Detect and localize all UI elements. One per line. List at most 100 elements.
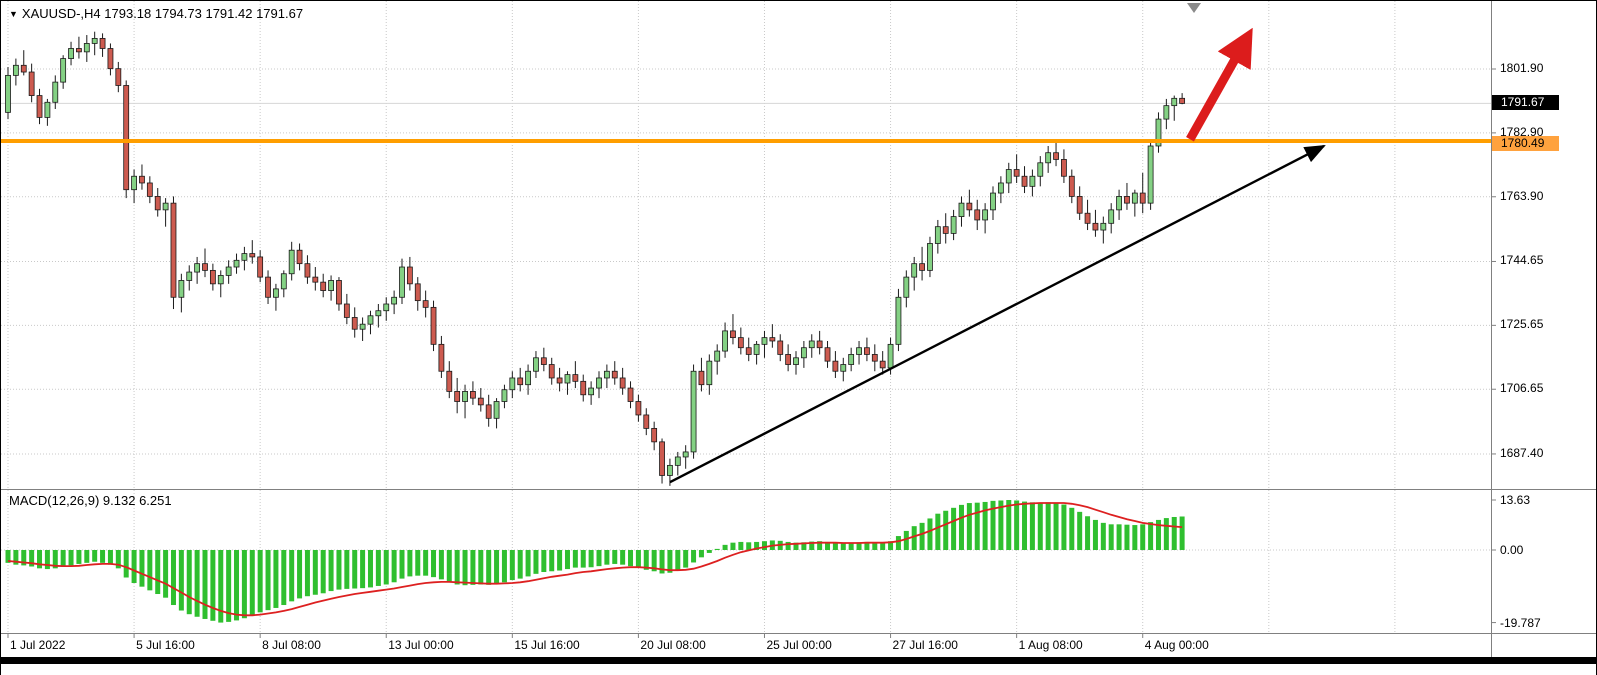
bull-candle: [714, 350, 721, 362]
bull-candle: [288, 249, 295, 275]
price-axis-label: 1687.40: [1500, 445, 1544, 460]
macd-bar: [1100, 522, 1106, 550]
macd-bar: [218, 550, 224, 623]
macd-bar: [604, 550, 610, 565]
bear-candle: [406, 266, 413, 285]
bear-candle: [919, 263, 925, 271]
bear-candle: [611, 370, 618, 379]
bull-candle: [194, 263, 201, 273]
bull-candle: [391, 296, 398, 305]
bull-candle: [674, 456, 681, 466]
bear-candle: [580, 380, 587, 396]
bottom-border-bar: [1, 657, 1596, 664]
price-axis-label: 1706.65: [1500, 381, 1544, 396]
macd-bar: [21, 550, 27, 566]
macd-bar: [761, 541, 767, 550]
bull-candle: [934, 226, 941, 244]
bull-candle: [808, 340, 815, 349]
macd-bar: [107, 550, 113, 565]
time-axis-label: 13 Jul 00:00: [388, 638, 454, 652]
bull-candle: [887, 343, 894, 369]
chart-shift-marker-icon[interactable]: [1187, 3, 1201, 13]
macd-bar: [872, 542, 878, 550]
bear-candle: [572, 374, 579, 382]
macd-bar: [825, 541, 831, 550]
macd-bar: [1179, 516, 1185, 550]
bull-candle: [761, 337, 768, 345]
bull-candle: [603, 370, 610, 379]
bear-candle: [635, 401, 642, 416]
macd-bar: [234, 550, 240, 621]
chart-marker-icon[interactable]: ▼: [9, 9, 18, 19]
symbol-info: ▼ XAUUSD-,H4 1793.18 1794.73 1791.42 1791…: [9, 6, 303, 21]
bear-candle: [351, 317, 358, 330]
bull-candle: [509, 377, 516, 391]
bear-candle: [556, 377, 563, 384]
bear-candle: [942, 226, 949, 234]
macd-bar: [620, 550, 626, 565]
macd-bar: [1077, 511, 1083, 550]
macd-bar: [360, 550, 366, 589]
price-axis-label: 1725.65: [1500, 317, 1544, 332]
bear-candle: [651, 427, 658, 443]
bull-candle: [588, 387, 595, 396]
macd-bar: [281, 550, 287, 606]
time-axis-label: 5 Jul 16:00: [136, 638, 195, 652]
macd-bar: [147, 550, 153, 591]
macd-bar: [37, 550, 43, 569]
macd-bar: [407, 550, 413, 577]
macd-bar: [667, 550, 673, 573]
macd-bar: [446, 550, 452, 583]
macd-bar: [832, 543, 838, 550]
bear-candle: [343, 303, 350, 318]
macd-bar: [564, 550, 570, 570]
bull-candle: [1116, 196, 1122, 211]
bear-candle: [816, 340, 823, 349]
bull-candle: [990, 192, 996, 211]
macd-bar: [257, 550, 263, 613]
bull-candle: [186, 271, 193, 281]
macd-bar: [588, 550, 594, 568]
macd-bar: [60, 550, 66, 567]
macd-bar: [194, 550, 200, 617]
candlestick-series: [5, 31, 1186, 486]
bear-candle: [871, 354, 878, 362]
bear-candle: [320, 281, 327, 291]
impulse-arrow[interactable]: [1186, 27, 1253, 142]
time-axis-label: 20 Jul 08:00: [640, 638, 706, 652]
macd-bar: [100, 550, 106, 563]
macd-bar: [375, 550, 381, 586]
macd-bar: [888, 541, 894, 550]
macd-bar: [1116, 524, 1122, 550]
trendline-arrow[interactable]: [669, 144, 1326, 484]
bull-candle: [1037, 162, 1044, 177]
macd-bar: [628, 550, 634, 567]
bull-candle: [328, 280, 334, 291]
macd-bar: [367, 550, 373, 588]
macd-bar: [691, 550, 697, 563]
bear-candle: [1021, 175, 1028, 187]
macd-bar: [399, 550, 405, 579]
macd-bar: [1085, 516, 1091, 550]
time-axis-label: 1 Jul 2022: [10, 638, 66, 652]
macd-bar: [438, 550, 444, 580]
macd-bar: [730, 542, 736, 550]
macd-bar: [817, 541, 823, 550]
bull-candle: [596, 377, 602, 389]
macd-bar: [935, 513, 941, 550]
bear-candle: [1013, 169, 1020, 177]
bear-candle: [1084, 212, 1091, 224]
bear-candle: [769, 337, 776, 342]
macd-bar: [643, 550, 649, 570]
macd-bar: [1037, 502, 1043, 550]
bear-candle: [832, 360, 839, 372]
bull-candle: [690, 370, 697, 453]
macd-bar: [1014, 500, 1020, 550]
bull-candle: [800, 347, 807, 359]
macd-bar: [509, 550, 515, 581]
macd-bar: [974, 502, 980, 550]
macd-bar: [155, 550, 161, 595]
macd-bar: [297, 550, 303, 599]
